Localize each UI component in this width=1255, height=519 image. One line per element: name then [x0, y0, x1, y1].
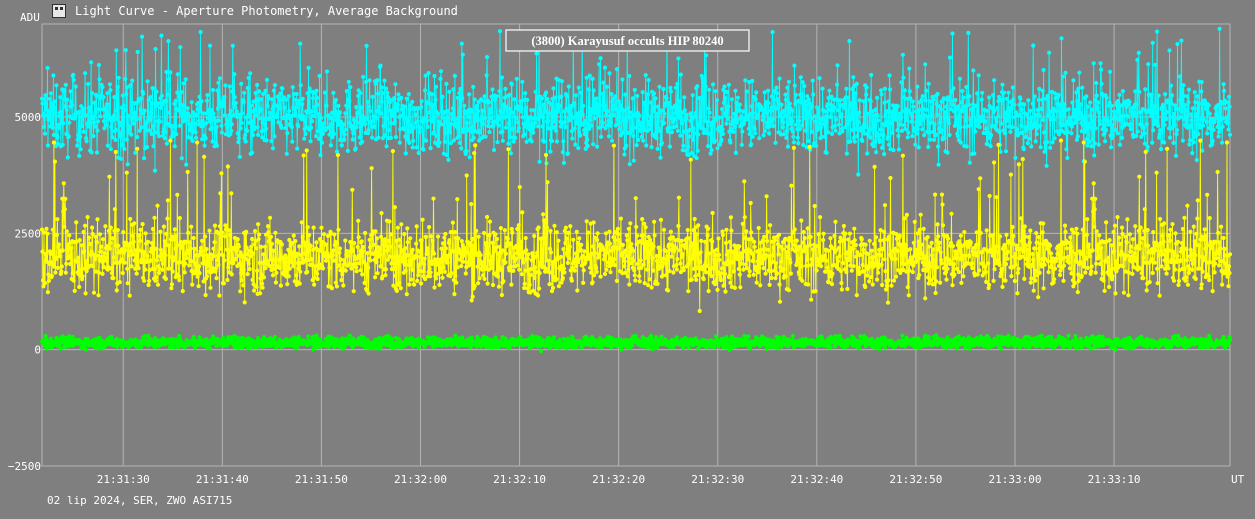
x-tick-label: 21:33:10 — [1088, 473, 1141, 486]
background-series — [39, 333, 1233, 354]
chart-axes: ADU UT 5000 2500 0 −2500 21:31:30 21:31:40 21:… — [8, 11, 1245, 486]
x-tick-label: 21:32:20 — [592, 473, 645, 486]
target-series-points — [39, 138, 1233, 314]
target-series — [39, 138, 1233, 314]
window-title: Light Curve - Aperture Photometry, Avera… — [75, 4, 458, 18]
background-series-points — [39, 333, 1233, 354]
y-tick-label: 2500 — [15, 227, 42, 240]
comparison-series-line — [41, 28, 1231, 175]
window-header: Light Curve - Aperture Photometry, Avera… — [0, 0, 1255, 24]
comparison-series — [39, 26, 1233, 177]
chart-title: (3800) Karayusuf occults HIP 80240 — [531, 34, 723, 48]
chart-title-box: (3800) Karayusuf occults HIP 80240 — [505, 29, 750, 52]
x-tick-label: 21:32:50 — [889, 473, 942, 486]
chart-series — [39, 26, 1233, 354]
x-tick-label: 21:33:00 — [988, 473, 1041, 486]
x-tick-label: 21:31:40 — [196, 473, 249, 486]
y-tick-label: 5000 — [15, 111, 42, 124]
x-tick-label: 21:32:10 — [493, 473, 546, 486]
x-tick-label: 21:32:30 — [691, 473, 744, 486]
light-curve-app-icon[interactable] — [52, 4, 66, 18]
x-tick-label: 21:31:50 — [295, 473, 348, 486]
x-axis-label: UT — [1231, 473, 1245, 486]
x-tick-label: 21:32:00 — [394, 473, 447, 486]
x-tick-label: 21:32:40 — [790, 473, 843, 486]
y-tick-label: −2500 — [8, 460, 41, 473]
y-tick-label: 0 — [34, 344, 41, 357]
x-tick-label: 21:31:30 — [97, 473, 150, 486]
recording-info: 02 lip 2024, SER, ZWO ASI715 — [47, 494, 233, 507]
y-axis-label: ADU — [20, 11, 40, 24]
comparison-series-points — [39, 26, 1233, 177]
